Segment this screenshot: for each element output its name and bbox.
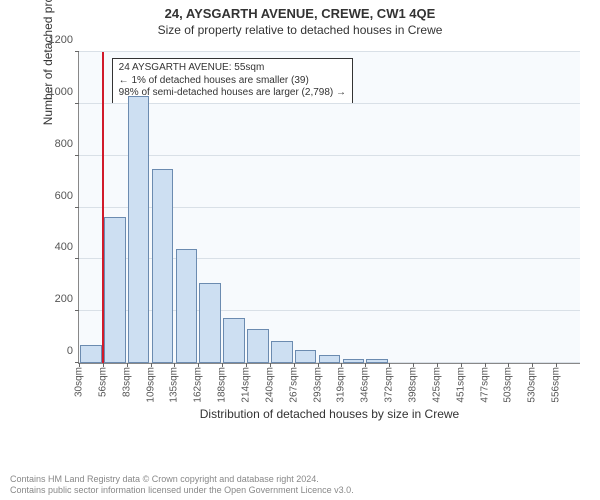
y-tick (75, 258, 79, 259)
x-tick-label: 214sqm (241, 367, 252, 403)
x-tick-label: 451sqm (455, 367, 466, 403)
gridline (79, 103, 580, 104)
subject-marker-line (102, 52, 104, 363)
page-subtitle: Size of property relative to detached ho… (0, 21, 600, 41)
y-tick-label: 0 (67, 345, 79, 357)
x-tick-label: 83sqm (121, 367, 132, 397)
histogram-bar (104, 217, 125, 363)
plot-area: Number of detached properties Distributi… (78, 52, 580, 364)
y-tick-label: 600 (55, 190, 79, 202)
page-title: 24, AYSGARTH AVENUE, CREWE, CW1 4QE (0, 0, 600, 21)
y-tick (75, 310, 79, 311)
x-tick-label: 530sqm (527, 367, 538, 403)
footer-line-1: Contains HM Land Registry data © Crown c… (10, 474, 354, 485)
histogram-bar (199, 283, 220, 363)
x-tick-label: 503sqm (503, 367, 514, 403)
annotation-line-1: 24 AYSGARTH AVENUE: 55sqm (119, 62, 346, 75)
chart-container: Number of detached properties Distributi… (48, 44, 588, 424)
histogram-bar (366, 359, 387, 363)
y-axis-label: Number of detached properties (41, 0, 55, 125)
histogram-bar (247, 329, 268, 363)
x-tick-label: 425sqm (431, 367, 442, 403)
x-tick-label: 30sqm (74, 367, 85, 397)
x-tick-label: 372sqm (384, 367, 395, 403)
gridline (79, 51, 580, 52)
histogram-bar (319, 355, 340, 363)
footer-attribution: Contains HM Land Registry data © Crown c… (10, 474, 354, 496)
gridline (79, 155, 580, 156)
footer-line-2: Contains public sector information licen… (10, 485, 354, 496)
x-tick-label: 109sqm (145, 367, 156, 403)
y-tick (75, 103, 79, 104)
y-tick-label: 800 (55, 138, 79, 150)
x-tick-label: 162sqm (193, 367, 204, 403)
x-axis-label: Distribution of detached houses by size … (79, 407, 580, 421)
x-tick-label: 398sqm (408, 367, 419, 403)
x-tick-label: 267sqm (288, 367, 299, 403)
x-tick-label: 346sqm (360, 367, 371, 403)
histogram-bar (80, 345, 101, 363)
x-tick-label: 240sqm (264, 367, 275, 403)
x-tick-label: 188sqm (217, 367, 228, 403)
histogram-bar (152, 169, 173, 363)
x-tick-label: 135sqm (169, 367, 180, 403)
histogram-bar (343, 359, 364, 363)
x-tick-label: 319sqm (336, 367, 347, 403)
histogram-bar (223, 318, 244, 363)
histogram-bar (176, 249, 197, 363)
y-tick-label: 1200 (49, 34, 79, 46)
histogram-bar (128, 96, 149, 363)
y-tick (75, 155, 79, 156)
y-tick (75, 51, 79, 52)
x-tick-label: 556sqm (551, 367, 562, 403)
annotation-line-3: 98% of semi-detached houses are larger (… (119, 87, 346, 100)
y-tick-label: 1000 (49, 86, 79, 98)
histogram-bar (271, 341, 292, 363)
annotation-line-2: ← 1% of detached houses are smaller (39) (119, 75, 346, 88)
y-tick (75, 207, 79, 208)
x-tick-label: 477sqm (479, 367, 490, 403)
y-tick-label: 400 (55, 241, 79, 253)
histogram-bar (295, 350, 316, 363)
y-tick-label: 200 (55, 293, 79, 305)
x-tick-label: 56sqm (97, 367, 108, 397)
x-tick-label: 293sqm (312, 367, 323, 403)
